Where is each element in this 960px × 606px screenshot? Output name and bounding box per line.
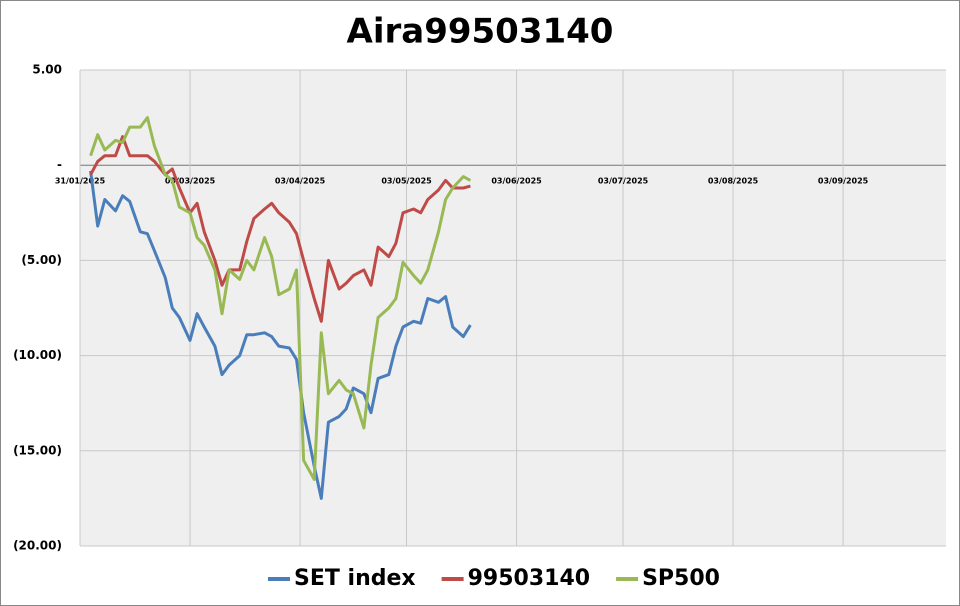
x-tick-label: 03/03/2025 <box>165 177 216 186</box>
chart-title: Aira99503140 <box>347 12 614 52</box>
x-tick-label: 31/01/2025 <box>55 177 106 186</box>
y-tick-label: (5.00) <box>21 253 62 267</box>
line-series <box>89 135 471 323</box>
x-tick-label: 03/09/2025 <box>818 177 869 186</box>
legend-label: SET index <box>294 566 416 591</box>
y-tick-label: (10.00) <box>13 348 62 362</box>
y-tick-label: (15.00) <box>13 443 62 457</box>
x-tick-label: 03/06/2025 <box>491 177 542 186</box>
line-series <box>89 170 472 500</box>
x-tick-label: 03/04/2025 <box>275 177 326 186</box>
y-tick-label: (20.00) <box>13 539 62 553</box>
x-tick-label: 03/05/2025 <box>381 177 432 186</box>
legend-label: 99503140 <box>468 566 590 591</box>
x-tick-label: 03/08/2025 <box>708 177 759 186</box>
plot-area <box>80 70 946 546</box>
x-tick-label: 03/07/2025 <box>598 177 649 186</box>
legend-label: SP500 <box>642 566 720 591</box>
y-tick-label: - <box>57 158 62 172</box>
y-tick-label: 5.00 <box>32 63 62 77</box>
line-series <box>89 116 472 481</box>
